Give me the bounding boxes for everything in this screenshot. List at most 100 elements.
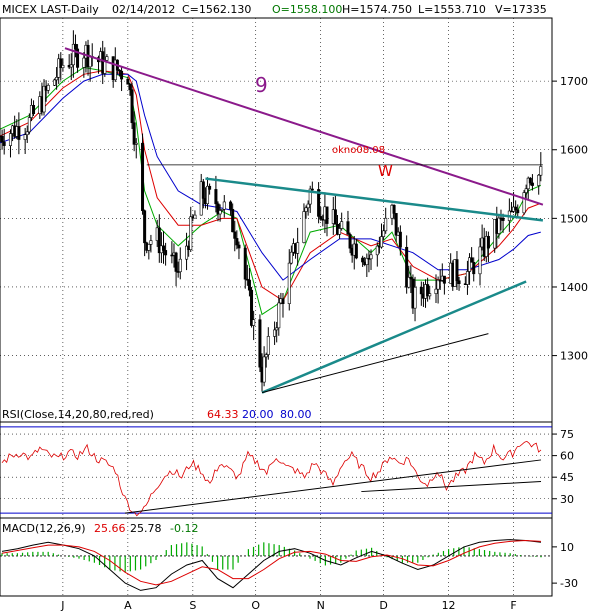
candle-body [117,69,121,72]
candle-body [237,244,241,249]
candle-body [486,235,490,249]
candle-body [407,277,411,288]
candle-body [369,254,373,260]
candle-body [273,329,277,337]
candle-body [528,177,532,184]
candle-body [193,214,197,219]
candle-body [141,142,145,211]
candle-body [384,217,388,232]
candle-body [394,213,398,236]
candle-body [524,188,528,193]
candle-body [398,231,402,248]
x-tick-label: O [251,599,260,612]
candle-body [25,131,29,135]
candle-body [258,319,262,368]
candle-body [465,271,469,285]
candle-body [149,240,153,245]
candle-body [229,201,233,210]
candle-body [470,257,474,263]
signal-line [1,539,542,586]
candle-body [243,247,247,280]
candle-body [354,243,358,259]
candle-body [162,245,166,251]
x-tick-label: J [60,599,64,612]
candle-body [52,79,56,86]
candle-body [426,284,430,297]
x-tick-label: A [124,599,132,612]
candle-body [436,279,440,290]
candle-body [222,201,226,210]
rsi-series [1,440,542,517]
candle-body [478,246,482,275]
header-date: 02/14/2012 [112,3,175,16]
candle-body [214,189,218,205]
level-label: okno08.08 [332,145,385,156]
candle-body [537,174,541,186]
candle-body [252,319,256,326]
candle-body [472,262,476,275]
candle-body [32,105,36,115]
candle-body [250,289,254,326]
candle-body [88,56,92,68]
y-tick-label: 1700 [560,75,588,88]
rsi-line [1,440,542,517]
macd-tick-label: 10 [560,541,574,554]
candle-body [235,238,239,246]
macd-signal: 25.78 [130,522,162,535]
candle-body [296,242,300,254]
axis-ticks: J A S O N D 12 F 1300 1400 1500 1600 1700 30 45 60 75 -30… [60,75,588,612]
candle-body [220,208,224,211]
moving-averages [0,66,542,316]
rsi-tick-label: 45 [560,471,574,484]
x-tick-label: D [379,599,387,612]
macd-tick-label: -30 [560,577,578,590]
candle-body [348,234,352,249]
candle-body [455,259,459,282]
candle-body [61,65,65,69]
macd-label: MACD(12,26,9) [2,522,86,535]
rsi-high: 80.00 [280,408,312,421]
y-tick-label: 1500 [560,212,588,225]
candle-body [375,245,379,256]
candle-body [434,288,438,294]
rsi-label: RSI(Close,14,20,80,red,red) [2,408,154,421]
candle-body [2,141,6,146]
candle-body [208,185,212,190]
candle-body [245,278,249,281]
candle-body [522,192,526,214]
x-tick-label: 12 [442,599,456,612]
x-tick-label: S [189,599,196,612]
candle-body [382,230,386,237]
candle-body [76,48,80,68]
trendlines [64,47,544,394]
rsi-tick-label: 30 [560,493,574,506]
candle-body [164,250,168,256]
candle-body [105,56,109,61]
header-close: C=1562.130 [182,3,251,16]
candle-body [405,246,409,288]
macd-series [1,539,542,591]
candle-body [42,85,46,113]
candle-body [143,210,147,244]
candle-body [289,251,293,264]
candle-body [302,211,306,243]
rsi-tick-label: 60 [560,450,574,463]
candle-body [157,227,161,254]
macd-hist: -0.12 [170,522,198,535]
candle-body [126,78,130,85]
candle-body [46,84,50,91]
rsi-value: 64.33 [207,408,239,421]
candle-body [306,203,310,209]
candle-body [266,336,270,355]
header-low: L=1553.710 [418,3,486,16]
rsi-low: 20.00 [242,408,274,421]
candle-body [206,185,210,205]
candle-body [457,280,461,285]
candle-body [23,134,27,140]
candle-body [308,188,312,205]
candle-body [497,217,501,234]
candle-body [526,177,530,190]
trendline [205,177,544,222]
